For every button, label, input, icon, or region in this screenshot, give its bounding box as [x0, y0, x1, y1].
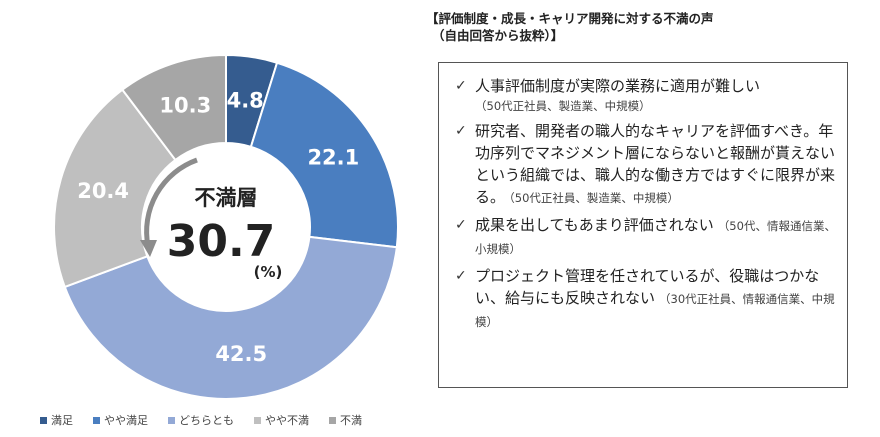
legend-item: やや不満 — [254, 412, 309, 428]
comment-text: プロジェクト管理を任されているが、役職はつかない、給与にも反映されない — [475, 267, 820, 307]
donut-hole — [142, 143, 310, 311]
legend-swatch — [254, 416, 261, 424]
comment-text: 人事評価制度が実際の業務に適用が難しい — [475, 77, 761, 95]
center-label: 不満層 — [195, 186, 258, 210]
arrow-arc-icon — [144, 157, 198, 247]
legend-swatch — [168, 416, 175, 424]
legend-label: やや不満 — [265, 414, 309, 427]
slice-value-label: 20.4 — [77, 179, 129, 203]
comment-source: （50代正社員、製造業、中規模） — [509, 191, 679, 205]
slice-value-label: 42.5 — [215, 342, 267, 366]
legend-item: 満足 — [40, 412, 73, 428]
legend-item: やや満足 — [93, 412, 148, 428]
panel-title: 【評価制度・成長・キャリア開発に対する不満の声 （自由回答から抜粋）】 — [426, 10, 866, 44]
slice-value-label: 10.3 — [159, 94, 211, 118]
check-icon: ✓ — [455, 78, 467, 94]
legend-label: どちらとも — [179, 414, 234, 427]
legend: 満足 やや満足 どちらとも やや不満 不満 — [40, 412, 362, 428]
comment-item: ✓ 成果を出してもあまり評価されない （50代、情報通信業、小規模） — [455, 214, 837, 260]
check-icon: ✓ — [455, 217, 467, 233]
comment-item: ✓ 研究者、開発者の職人的なキャリアを評価すべき。年功序列でマネジメント層になら… — [455, 120, 837, 209]
legend-swatch — [329, 416, 336, 424]
legend-swatch — [93, 416, 100, 424]
slice-value-label: 22.1 — [307, 145, 359, 169]
center-value: 30.7 — [167, 216, 276, 267]
comment-text: 研究者、開発者の職人的なキャリアを評価すべき。年功序列でマネジメント層にならない… — [475, 122, 836, 206]
comment-box: ✓ 人事評価制度が実際の業務に適用が難しい （50代正社員、製造業、中規模） ✓… — [438, 62, 848, 388]
legend-swatch — [40, 416, 47, 424]
panel-title-line2: （自由回答から抜粋）】 — [432, 28, 564, 43]
donut-slice — [63, 235, 398, 400]
panel-title-line1: 【評価制度・成長・キャリア開発に対する不満の声 — [426, 11, 714, 26]
check-icon: ✓ — [455, 268, 467, 284]
legend-item: 不満 — [329, 412, 362, 428]
donut-slice — [53, 88, 177, 289]
comment-source: （50代正社員、製造業、中規模） — [475, 99, 651, 113]
arrow-head-icon — [140, 240, 157, 257]
legend-label: やや満足 — [104, 414, 148, 427]
comment-source: （30代正社員、情報通信業、中規模） — [475, 292, 835, 329]
legend-label: 満足 — [51, 414, 73, 427]
center-unit: (%) — [254, 263, 283, 281]
comment-text: 成果を出してもあまり評価されない — [475, 216, 714, 234]
slice-value-label: 4.8 — [227, 88, 264, 112]
comment-item: ✓ 人事評価制度が実際の業務に適用が難しい （50代正社員、製造業、中規模） — [455, 75, 837, 115]
check-icon: ✓ — [455, 123, 467, 139]
legend-item: どちらとも — [168, 412, 234, 428]
comment-source: （50代、情報通信業、小規模） — [475, 219, 836, 256]
donut-chart: 4.8 22.1 42.5 20.4 10.3 不満層 30.7 (%) — [53, 53, 399, 400]
legend-label: 不満 — [340, 414, 362, 427]
comment-item: ✓ プロジェクト管理を任されているが、役職はつかない、給与にも反映されない （30… — [455, 265, 837, 333]
